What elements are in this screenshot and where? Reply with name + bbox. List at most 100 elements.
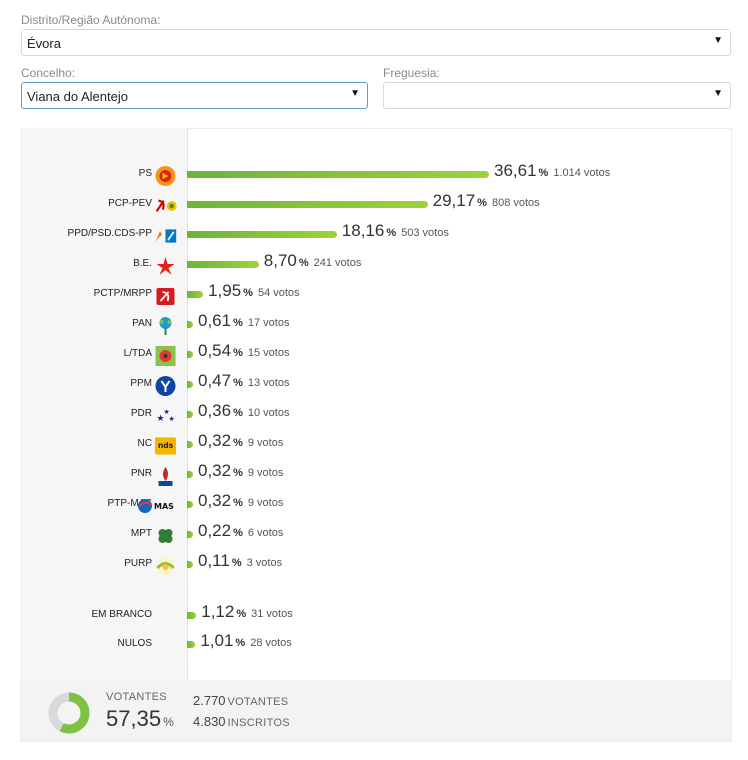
result-bar: [187, 612, 197, 619]
party-name: PTP-MAS: [107, 498, 152, 509]
result-bar: [187, 411, 193, 418]
result-value: 0,47% 13 votos: [198, 371, 289, 391]
party-row: PCTP/MRPP 1,95% 54 votos: [0, 281, 748, 308]
result-bar: [187, 471, 193, 478]
result-pct-symbol: %: [233, 377, 243, 389]
party-names-column: [20, 128, 187, 680]
party-name: L/TDA: [123, 348, 152, 359]
purp-logo-icon: [154, 555, 177, 577]
result-percentage: 8,70: [263, 251, 297, 270]
result-votes: 15 votos: [247, 347, 290, 359]
concelho-select[interactable]: Viana do Alentejo ▼: [21, 82, 368, 109]
party-row: PNR 0,32% 9 votos: [0, 461, 748, 488]
party-row: PTP-MAS MAS 0,32% 9 votos: [0, 491, 748, 518]
result-bar: [187, 381, 193, 388]
result-pct-symbol: %: [236, 608, 247, 620]
pnr-logo-icon: [154, 465, 177, 487]
result-percentage: 0,32: [198, 461, 232, 480]
turnout-value: 57,35: [106, 706, 162, 731]
pdr-logo-icon: ★ ★ ★: [154, 405, 177, 427]
result-pct-symbol: %: [233, 437, 243, 449]
party-row: PAN 0,61% 17 votos: [0, 311, 748, 338]
pctp-mrpp-logo-icon: [154, 285, 177, 307]
result-percentage: 1,12: [201, 602, 235, 621]
party-row: MPT 0,22% 6 votos: [0, 521, 748, 548]
party-name: PPD/PSD.CDS-PP: [67, 228, 152, 239]
party-row: PCP-PEV 29,17% 808 votos: [0, 191, 748, 218]
svg-text:★: ★: [169, 415, 175, 423]
result-votes: 3 votos: [246, 557, 283, 569]
distrito-select[interactable]: Évora ▼: [21, 29, 731, 56]
result-bar: [187, 291, 204, 298]
result-bar: [187, 261, 259, 268]
result-votes: 10 votos: [247, 407, 290, 419]
result-bar: [187, 561, 193, 568]
be-logo-icon: [154, 255, 177, 277]
party-row: PDR ★ ★ ★ 0,36% 10 votos: [0, 401, 748, 428]
result-votes: 28 votos: [250, 637, 292, 649]
votantes-count: 2.770: [193, 693, 226, 708]
result-pct-symbol: %: [386, 227, 397, 239]
result-value: 0,32% 9 votos: [198, 461, 283, 481]
result-votes: 13 votos: [247, 377, 290, 389]
result-percentage: 18,16: [341, 221, 385, 240]
result-pct-symbol: %: [233, 317, 243, 329]
result-value: 1,95% 54 votos: [208, 281, 299, 301]
result-votes: 54 votos: [257, 287, 300, 299]
party-row: B.E. 8,70% 241 votos: [0, 251, 748, 278]
inscritos-count-line: 4.830 INSCRITOS: [193, 714, 290, 729]
distrito-label: Distrito/Região Autónoma:: [21, 13, 161, 27]
result-bar: [187, 171, 489, 178]
freguesia-select[interactable]: ▼: [383, 82, 731, 109]
result-pct-symbol: %: [298, 257, 309, 269]
result-votes: 17 votos: [247, 317, 290, 329]
distrito-dropdown-arrow-icon: ▼: [713, 35, 723, 46]
party-row: PS 36,61% 1.014 votos: [0, 161, 748, 188]
votantes-count-line: 2.770 VOTANTES: [193, 693, 288, 708]
result-value: 0,22% 6 votos: [198, 521, 283, 541]
party-name: NULOS: [117, 638, 152, 649]
result-votes: 503 votos: [401, 227, 449, 239]
result-votes: 808 votos: [491, 197, 540, 209]
result-percentage: 0,32: [198, 431, 232, 450]
party-row: PURP 0,11% 3 votos: [0, 551, 748, 578]
party-name: PPM: [130, 378, 152, 389]
result-votes: 1.014 votos: [553, 167, 611, 179]
result-pct-symbol: %: [243, 287, 253, 299]
result-bar: [187, 321, 193, 328]
freguesia-label: Freguesia:: [383, 66, 440, 80]
result-percentage: 0,36: [198, 401, 232, 420]
ptp-mas-logo-icon: MAS: [137, 495, 177, 517]
result-votes: 31 votos: [251, 608, 293, 620]
ps-logo-icon: [154, 165, 177, 187]
result-value: 0,32% 9 votos: [198, 431, 283, 451]
inscritos-unit: INSCRITOS: [227, 717, 290, 729]
inscritos-count: 4.830: [193, 714, 226, 729]
party-name: EM BRANCO: [91, 609, 152, 620]
chart-axis-line: [187, 128, 188, 680]
pan-logo-icon: [154, 315, 177, 337]
svg-text:nds: nds: [158, 441, 174, 450]
result-bar: [187, 441, 193, 448]
result-votes: 6 votos: [247, 527, 284, 539]
result-votes: 9 votos: [247, 437, 284, 449]
result-value: 18,16% 503 votos: [342, 221, 449, 241]
result-percentage: 0,61: [198, 311, 232, 330]
party-row: PPM 0,47% 13 votos: [0, 371, 748, 398]
party-name: PDR: [130, 408, 152, 419]
result-value: 1,12% 31 votos: [201, 602, 292, 622]
turnout-pct-symbol: %: [163, 715, 174, 729]
turnout-footer: [21, 680, 731, 741]
result-value: 0,32% 9 votos: [198, 491, 283, 511]
party-row: PPD/PSD.CDS-PP 18,16% 503 votos: [0, 221, 748, 248]
result-percentage: 0,11: [198, 551, 230, 570]
result-bar: [187, 231, 337, 238]
party-name: PURP: [124, 558, 152, 569]
result-pct-symbol: %: [233, 497, 243, 509]
result-votes: 241 votos: [313, 257, 362, 269]
concelho-selected-value: Viana do Alentejo: [27, 89, 128, 104]
svg-text:MAS: MAS: [154, 502, 174, 511]
result-pct-symbol: %: [233, 347, 243, 359]
turnout-label: VOTANTES: [106, 691, 167, 703]
ppm-logo-icon: [154, 375, 177, 397]
